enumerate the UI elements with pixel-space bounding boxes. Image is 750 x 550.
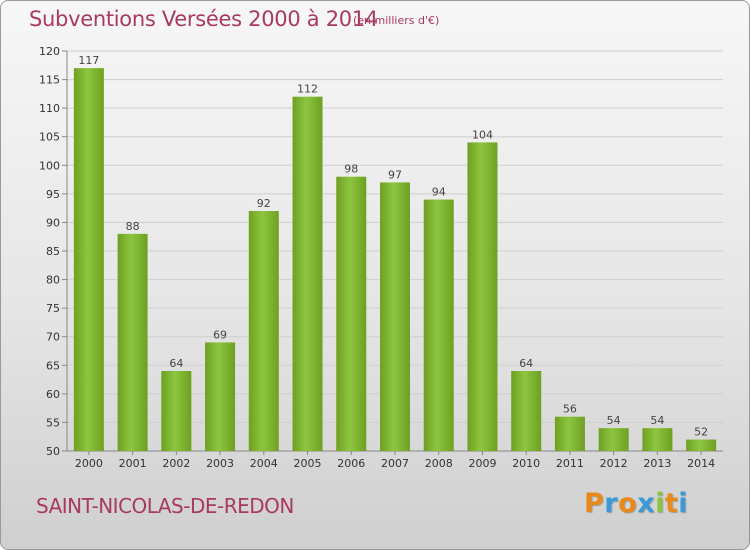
y-tick-label: 95 xyxy=(46,188,60,201)
data-labels: 117 88 64 69 92 112 98 97 94 104 64 56 54 54 52 xyxy=(78,54,708,438)
y-tick-label: 90 xyxy=(46,216,60,229)
x-tick-label: 2002 xyxy=(162,457,190,470)
x-tick-label: 2014 xyxy=(687,457,715,470)
chart-title: Subventions Versées 2000 à 2014 xyxy=(29,7,378,31)
bars xyxy=(73,68,717,452)
x-tick-label: 2013 xyxy=(643,457,671,470)
x-tick-label: 2012 xyxy=(600,457,628,470)
bar-2004 xyxy=(248,211,279,451)
y-tick-label: 100 xyxy=(39,159,60,172)
x-tick-label: 2004 xyxy=(250,457,278,470)
y-tick-label: 65 xyxy=(46,359,60,372)
x-tick-label: 2008 xyxy=(425,457,453,470)
data-label: 64 xyxy=(169,357,183,370)
data-label: 54 xyxy=(650,414,664,427)
y-tick-label: 55 xyxy=(46,416,60,429)
x-tick-label: 2001 xyxy=(119,457,147,470)
data-label: 54 xyxy=(607,414,621,427)
proxiti-logo: Proxiti xyxy=(584,488,688,519)
data-label: 52 xyxy=(694,426,708,439)
x-tick-label: 2006 xyxy=(337,457,365,470)
logo-letter: r xyxy=(604,488,619,519)
bar-2001 xyxy=(117,233,148,451)
data-label: 64 xyxy=(519,357,533,370)
data-label: 88 xyxy=(126,220,140,233)
bar-2010 xyxy=(511,371,542,451)
x-tick-label: 2003 xyxy=(206,457,234,470)
y-tick-label: 110 xyxy=(39,102,60,115)
bar-2002 xyxy=(161,371,192,451)
bar-2014 xyxy=(686,439,717,451)
bar-2006 xyxy=(336,176,367,451)
logo-letter: P xyxy=(584,488,605,519)
y-tick-label: 75 xyxy=(46,302,60,315)
y-tick-label: 115 xyxy=(39,74,60,87)
x-tick-label: 2005 xyxy=(294,457,322,470)
x-tick-label: 2010 xyxy=(512,457,540,470)
data-label: 98 xyxy=(344,163,358,176)
chart-subtitle: (en milliers d'€) xyxy=(353,14,440,27)
bar-2007 xyxy=(380,182,410,451)
commune-name: SAINT-NICOLAS-DE-REDON xyxy=(36,494,294,518)
logo-letter: i xyxy=(655,488,665,519)
bar-2000 xyxy=(73,68,104,452)
data-label: 97 xyxy=(388,168,402,181)
x-tick-label: 2011 xyxy=(556,457,584,470)
bar-2009 xyxy=(467,142,498,451)
data-label: 69 xyxy=(213,328,227,341)
logo-letter: o xyxy=(618,488,638,519)
y-tick-label: 120 xyxy=(39,45,60,58)
y-tick-label: 70 xyxy=(46,331,60,344)
bar-2011 xyxy=(554,416,585,451)
y-tick-label: 85 xyxy=(46,245,60,258)
logo-letter: i xyxy=(678,488,689,519)
logo-letter: t xyxy=(664,488,679,519)
data-label: 56 xyxy=(563,403,577,416)
data-label: 117 xyxy=(78,54,99,67)
data-label: 112 xyxy=(297,83,318,96)
bar-2005 xyxy=(292,96,323,451)
y-tick-label: 60 xyxy=(46,388,60,401)
x-tick-label: 2009 xyxy=(468,457,496,470)
data-label: 94 xyxy=(432,186,446,199)
logo-letter: x xyxy=(637,488,656,519)
bar-2013 xyxy=(642,428,673,451)
data-label: 92 xyxy=(257,197,271,210)
y-tick-label: 105 xyxy=(39,131,60,144)
x-tick-label: 2000 xyxy=(75,457,103,470)
bar-2012 xyxy=(598,428,629,451)
data-label: 104 xyxy=(472,128,493,141)
x-tick-label: 2007 xyxy=(381,457,409,470)
bar-2008 xyxy=(423,199,454,451)
y-tick-label: 80 xyxy=(46,274,60,287)
y-tick-label: 50 xyxy=(46,445,60,458)
bar-2003 xyxy=(205,342,236,451)
